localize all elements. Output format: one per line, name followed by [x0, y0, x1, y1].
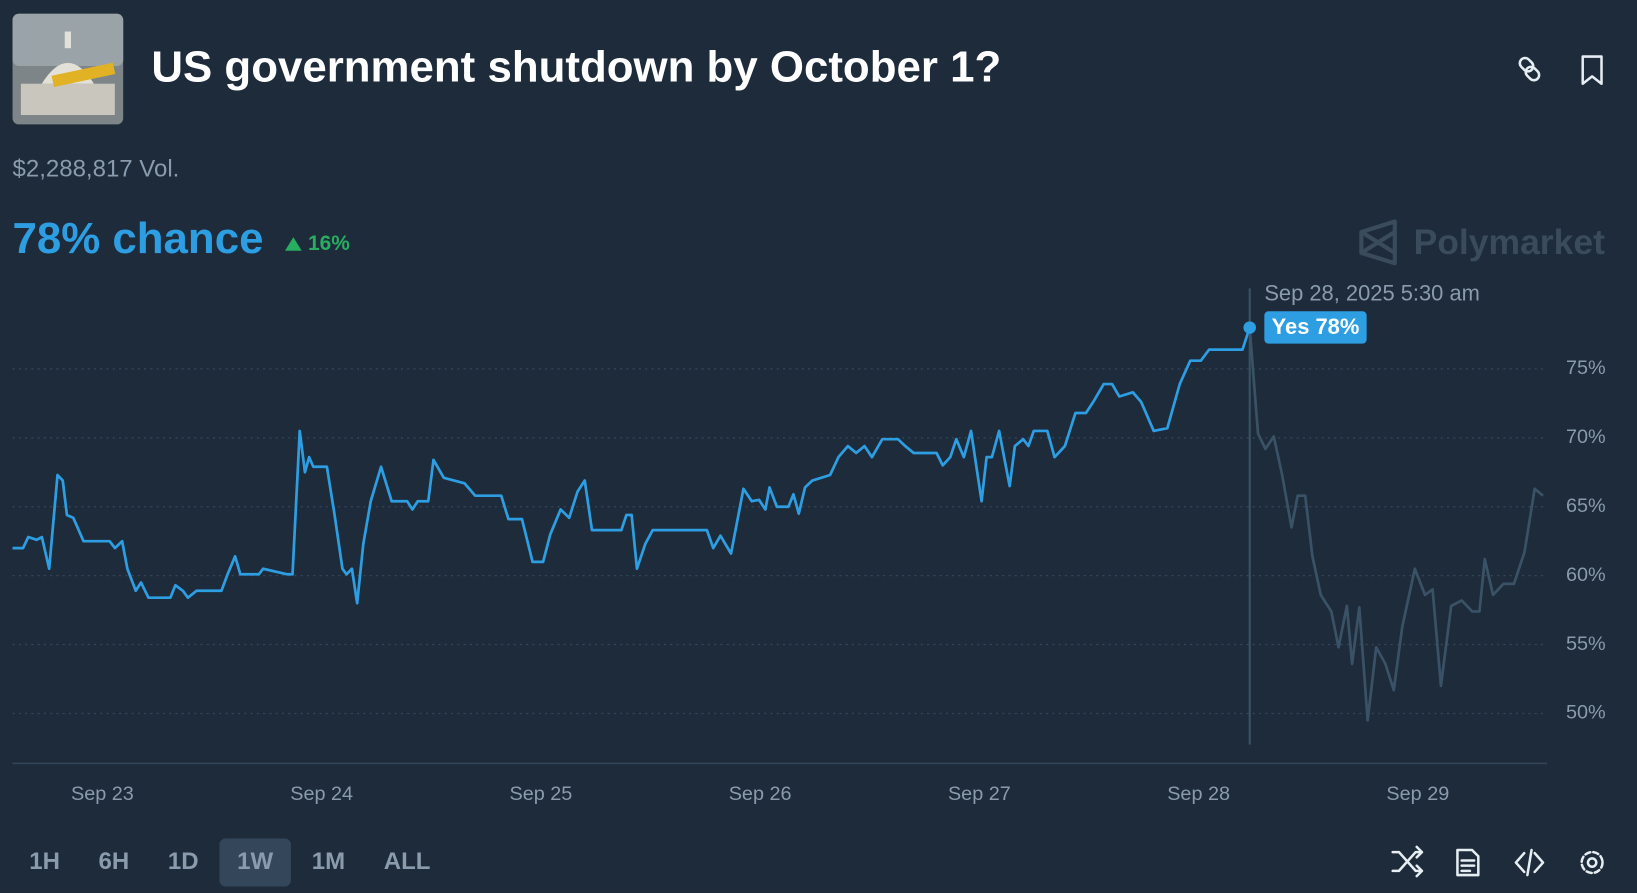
change-arrow: [285, 237, 302, 251]
range-button-label[interactable]: 6H: [99, 848, 130, 875]
y-tick-label: 65%: [1566, 495, 1606, 517]
x-tick-label: Sep 28: [1167, 783, 1230, 805]
range-button-label[interactable]: 1H: [29, 848, 60, 875]
x-tick-label: Sep 24: [290, 783, 353, 805]
y-tick-label: 55%: [1566, 633, 1606, 655]
volume: $2,288,817 Vol.: [13, 156, 180, 183]
tooltip-label: Yes 78%: [1272, 314, 1360, 339]
chance: 78% chance: [13, 214, 264, 263]
price-line: [12, 327, 1251, 605]
x-tick-label: Sep 29: [1386, 783, 1449, 805]
embed-button[interactable]: [1514, 848, 1545, 877]
tooltip-badge: [1264, 311, 1367, 344]
y-tick-label: 70%: [1566, 426, 1606, 448]
x-tick-label: Sep 27: [948, 783, 1011, 805]
market-title: US government shutdown by October 1?: [151, 43, 1001, 92]
range-button-label[interactable]: 1W: [237, 848, 273, 875]
brand: Polymarket: [1414, 222, 1606, 262]
settings-button[interactable]: [1580, 850, 1604, 875]
y-tick-label: 75%: [1566, 357, 1606, 379]
range-button-label[interactable]: 1D: [168, 848, 199, 875]
tooltip-date: Sep 28, 2025 5:30 am: [1264, 280, 1480, 305]
bookmark-button[interactable]: [1581, 55, 1603, 85]
market-thumbnail: [12, 13, 124, 125]
change: 16%: [308, 232, 350, 255]
y-tick-label: 50%: [1566, 702, 1606, 724]
range-button-active[interactable]: [219, 838, 291, 887]
plot: 50% 55% 60% 65% 70% 75% Sep 23 Sep 24 Sep 25 Sep …: [12, 280, 1606, 805]
document-button[interactable]: [1456, 848, 1480, 877]
copy-link-button[interactable]: [1518, 56, 1542, 83]
hover-point: [1243, 321, 1256, 334]
range-button-label[interactable]: 1M: [312, 848, 345, 875]
range-button-label[interactable]: ALL: [384, 848, 431, 875]
range-selector: 1H 6H 1D 1W 1M ALL: [29, 838, 431, 887]
brand-logo: [1359, 219, 1397, 266]
price-line: [1248, 327, 1544, 722]
x-tick-label: Sep 23: [71, 783, 134, 805]
y-tick-label: 60%: [1566, 564, 1606, 586]
shuffle-button[interactable]: [1391, 845, 1424, 878]
x-tick-label: Sep 25: [509, 783, 572, 805]
x-tick-label: Sep 26: [729, 783, 792, 805]
